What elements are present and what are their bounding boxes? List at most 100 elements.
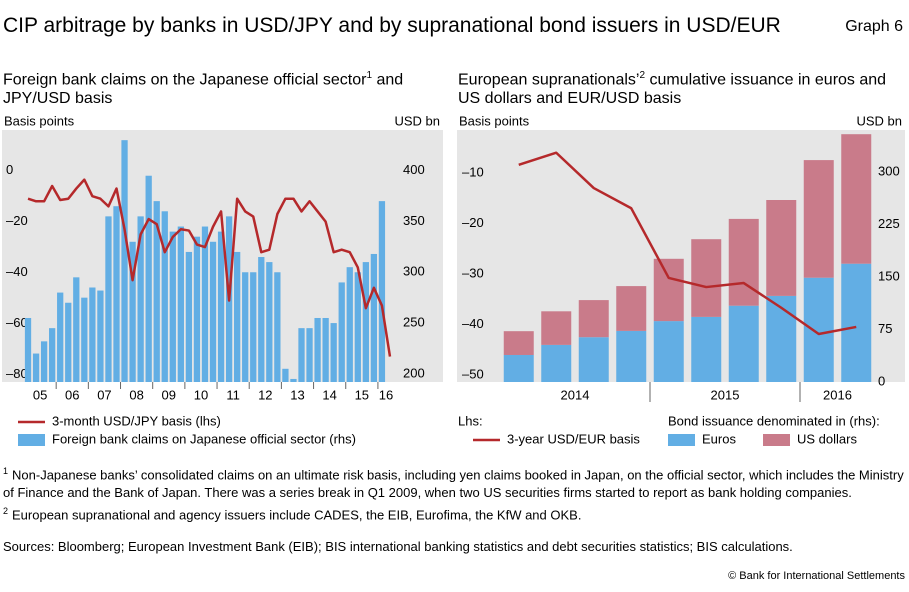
bar: [616, 330, 647, 382]
bar: [378, 201, 386, 382]
bar: [766, 295, 797, 382]
x-tick-label: 2014: [561, 387, 590, 402]
bar: [803, 160, 834, 278]
y-tick-label: 0: [6, 162, 13, 177]
x-tick-label: 06: [65, 387, 79, 402]
bar: [691, 316, 722, 382]
bar: [40, 341, 48, 382]
bar: [97, 290, 104, 382]
x-tick-label: 05: [33, 387, 47, 402]
x-tick-label: 07: [97, 387, 111, 402]
bar: [306, 328, 313, 382]
footnote-mark: 2: [3, 506, 9, 517]
bar: [338, 282, 345, 382]
y2-tick-label: 250: [403, 315, 425, 330]
bar: [503, 354, 534, 382]
y-tick-label: –20: [6, 213, 28, 228]
y-tick-label: –40: [6, 264, 28, 279]
y-tick-label: –30: [462, 265, 484, 280]
bar: [841, 134, 872, 264]
panel-title: European supranationals’2 cumulative iss…: [458, 66, 898, 108]
bar: [153, 201, 160, 382]
bar: [24, 317, 32, 382]
y2-tick-label: 150: [878, 268, 900, 283]
bar: [217, 231, 225, 382]
bar: [209, 241, 217, 382]
bar: [728, 305, 759, 382]
x-tick-label: 12: [258, 387, 272, 402]
y2-axis-label: USD bn: [856, 113, 902, 128]
bar: [121, 140, 128, 382]
y2-tick-label: 200: [403, 365, 425, 380]
bar: [177, 226, 184, 382]
bar: [49, 328, 56, 382]
y2-tick-label: 75: [878, 321, 892, 336]
bar: [105, 216, 112, 382]
bar: [653, 321, 684, 382]
x-tick-label: 15: [355, 387, 369, 402]
bar: [691, 239, 722, 317]
bar: [169, 231, 176, 382]
y-tick-label: –40: [462, 316, 484, 331]
y2-tick-label: 300: [403, 264, 425, 279]
bar: [330, 323, 337, 382]
y-tick-label: –60: [6, 315, 28, 330]
x-tick-label: 14: [322, 387, 336, 402]
bar: [137, 216, 144, 382]
title-text: Foreign bank claims on the Japanese offi…: [3, 71, 367, 89]
bar: [578, 300, 609, 338]
bar: [32, 353, 40, 382]
y-tick-label: –10: [462, 164, 484, 179]
bar: [766, 200, 797, 296]
bar: [346, 267, 353, 382]
bar: [185, 251, 193, 382]
panel-title: Foreign bank claims on the Japanese offi…: [3, 66, 443, 108]
graph-label: Graph 6: [845, 18, 903, 35]
bar: [578, 337, 609, 382]
bar: [113, 206, 120, 382]
bar: [541, 344, 572, 382]
bar: [81, 297, 88, 382]
legend-swatch: [668, 434, 695, 446]
y-tick-label: –20: [462, 215, 484, 230]
legend-swatch: [18, 434, 45, 446]
bar: [242, 272, 249, 382]
title-note: 2: [639, 70, 646, 81]
x-tick-label: 09: [162, 387, 176, 402]
legend-label: US dollars: [797, 431, 857, 446]
bar: [193, 236, 201, 382]
bar: [145, 175, 152, 382]
title-note: 1: [366, 70, 373, 81]
y2-tick-label: 225: [878, 216, 900, 231]
title-text: and JPY/USD basis: [3, 71, 404, 108]
y2-tick-label: 400: [403, 162, 425, 177]
bar: [129, 241, 136, 382]
line: [27, 178, 392, 357]
x-tick-label: 08: [129, 387, 143, 402]
bar: [541, 311, 572, 345]
bar: [282, 368, 289, 382]
legend-label: Euros: [702, 431, 736, 446]
bar: [65, 302, 72, 382]
bar: [322, 317, 329, 382]
footnote-text: Non-Japanese banks’ consolidated claims …: [3, 467, 904, 501]
x-tick-label: 11: [226, 387, 240, 402]
x-tick-label: 2016: [823, 387, 852, 402]
bar: [354, 272, 361, 382]
y2-tick-label: 0: [878, 373, 885, 388]
y-tick-label: –50: [462, 366, 484, 381]
bar: [728, 218, 759, 306]
bar: [841, 263, 872, 382]
x-tick-label: 16: [379, 387, 393, 402]
bar: [503, 331, 534, 355]
bar: [290, 378, 297, 382]
y-axis-label: Basis points: [459, 113, 530, 128]
footnote-text: European supranational and agency issuer…: [12, 507, 582, 523]
legend-label: 3-month USD/JPY basis (lhs): [52, 413, 221, 428]
bar: [57, 292, 64, 382]
title-text: cumulative issuance in euros and US doll…: [458, 71, 887, 108]
bar: [653, 258, 684, 322]
bar: [803, 277, 834, 382]
x-tick-label: 10: [194, 387, 208, 402]
